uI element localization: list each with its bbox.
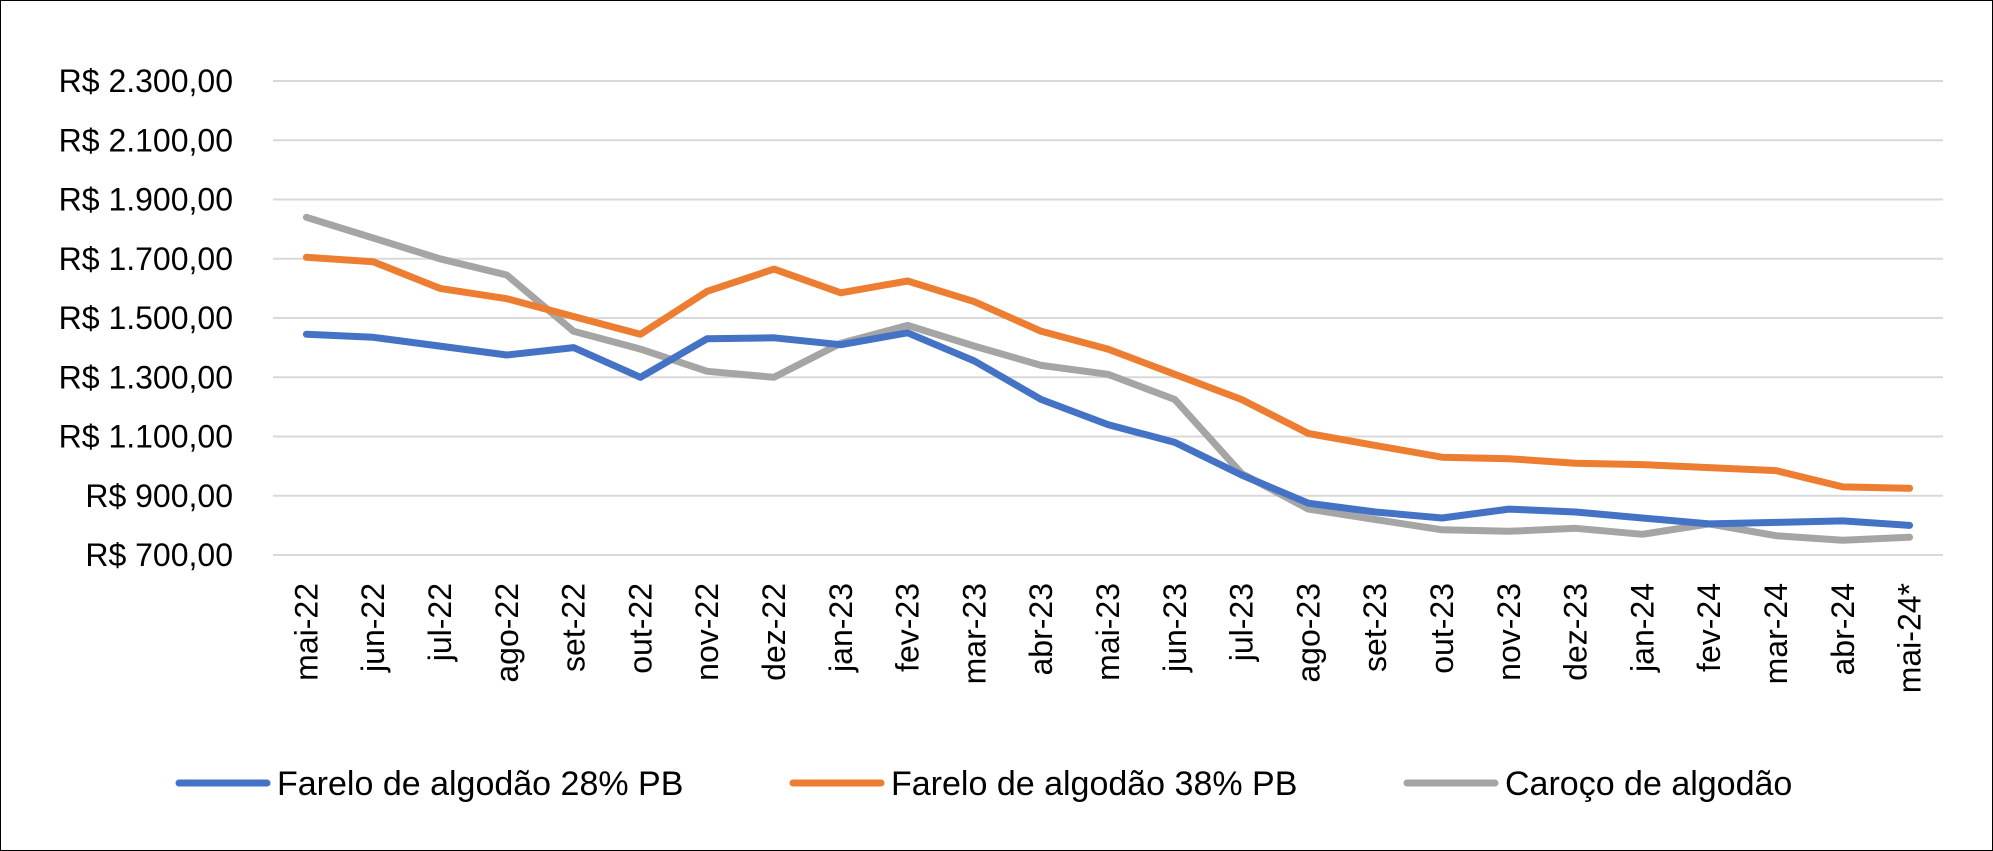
x-tick-label: jun-23	[1157, 583, 1193, 673]
x-tick-label: abr-24	[1825, 583, 1861, 676]
x-tick-label: fev-24	[1691, 583, 1727, 672]
x-tick-label: mar-24	[1758, 583, 1794, 684]
x-tick-label: out-22	[622, 583, 658, 674]
x-tick-label: jul-23	[1224, 583, 1260, 662]
x-tick-label: mar-23	[956, 583, 992, 684]
x-tick-label: nov-23	[1491, 583, 1527, 681]
y-tick-label: R$ 1.300,00	[59, 359, 233, 395]
x-tick-label: mai-23	[1090, 583, 1126, 681]
x-tick-label: mai-22	[288, 583, 324, 681]
y-tick-label: R$ 2.300,00	[59, 63, 233, 99]
legend: Farelo de algodão 28% PB Farelo de algodã…	[175, 765, 1792, 803]
legend-label: Farelo de algodão 28% PB	[277, 765, 683, 803]
series-line	[302, 329, 1914, 529]
x-tick-label: jul-22	[422, 583, 458, 662]
x-tick-label: out-23	[1424, 583, 1460, 674]
y-tick-label: R$ 700,00	[85, 537, 233, 573]
x-tick-label: dez-23	[1558, 583, 1594, 681]
y-tick-label: R$ 1.100,00	[59, 419, 233, 455]
y-tick-label: R$ 1.900,00	[59, 182, 233, 218]
x-tick-label: jan-23	[823, 583, 859, 673]
x-tick-label: set-23	[1357, 583, 1393, 672]
x-tick-label: mai-24*	[1892, 583, 1928, 693]
series-line	[302, 213, 1914, 544]
y-tick-label: R$ 900,00	[85, 478, 233, 514]
legend-label: Farelo de algodão 38% PB	[891, 765, 1297, 803]
x-axis-ticks: mai-22 jun-22 jul-22 ago-22 set-22 out-22 nov-…	[288, 583, 1927, 693]
x-tick-label: nov-22	[689, 583, 725, 681]
x-tick-label: ago-22	[489, 583, 525, 683]
x-tick-label: dez-22	[756, 583, 792, 681]
x-tick-label: fev-23	[890, 583, 926, 672]
x-tick-label: jan-24	[1624, 583, 1660, 673]
x-tick-label: set-22	[556, 583, 592, 672]
y-tick-label: R$ 1.500,00	[59, 300, 233, 336]
series-lines	[302, 213, 1914, 544]
y-axis-ticks: R$ 700,00 R$ 900,00 R$ 1.100,00 R$ 1.300,00…	[59, 63, 233, 573]
x-tick-label: jun-22	[355, 583, 391, 673]
series-line	[302, 253, 1914, 492]
x-tick-label: abr-23	[1023, 583, 1059, 676]
legend-label: Caroço de algodão	[1505, 765, 1792, 803]
x-tick-label: ago-23	[1290, 583, 1326, 683]
y-tick-label: R$ 2.100,00	[59, 122, 233, 158]
y-tick-label: R$ 1.700,00	[59, 241, 233, 277]
gridlines	[273, 80, 1943, 556]
